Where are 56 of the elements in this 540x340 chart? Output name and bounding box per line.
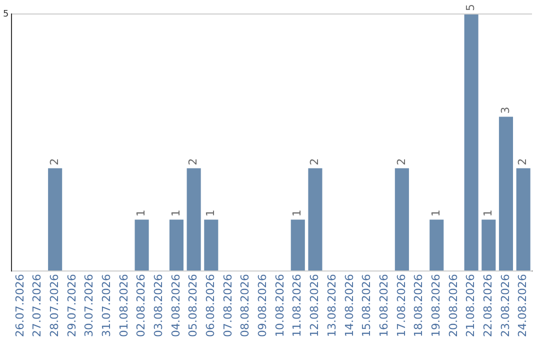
x-tick-label: 11.08.2026 (290, 274, 304, 338)
x-tick-label: 01.08.2026 (117, 274, 130, 338)
data-label: 1 (134, 210, 148, 217)
x-tick-label: 18.08.2026 (412, 274, 426, 338)
x-tick-label: 23.08.2026 (498, 274, 512, 338)
data-label: 1 (429, 210, 442, 217)
data-label: 2 (186, 158, 200, 166)
x-tick-label: 29.07.2026 (65, 274, 78, 338)
x-tick-label: 16.08.2026 (377, 274, 390, 338)
x-tick-label: 15.08.2026 (360, 274, 374, 338)
data-label: 5 (464, 4, 478, 11)
x-tick-label: 28.07.2026 (48, 274, 61, 338)
bar (498, 116, 514, 271)
bar (48, 168, 62, 271)
x-tick-label: 26.07.2026 (13, 274, 26, 338)
data-label: 1 (290, 210, 304, 217)
bar (430, 220, 444, 271)
x-tick-label: 31.07.2026 (100, 274, 113, 338)
data-label: 2 (394, 158, 408, 166)
bar (308, 168, 322, 271)
data-label: 3 (498, 106, 512, 114)
x-tick-label: 24.08.2026 (516, 274, 530, 338)
x-tick-label: 22.08.2026 (482, 274, 495, 338)
x-tick-label: 04.08.2026 (169, 274, 182, 338)
bar (290, 220, 305, 271)
x-tick-label: 07.08.2026 (221, 274, 234, 338)
x-tick-label: 09.08.2026 (256, 274, 270, 338)
x-tick-label: 12.08.2026 (308, 274, 322, 338)
x-tick-label: 17.08.2026 (394, 274, 408, 338)
x-tick-label: 05.08.2026 (186, 274, 200, 338)
x-tick-label: 14.08.2026 (342, 274, 356, 338)
data-label: 2 (516, 158, 530, 166)
x-tick-label: 13.08.2026 (325, 274, 338, 338)
x-tick-label: 30.07.2026 (82, 274, 96, 338)
x-tick-label: 27.07.2026 (30, 274, 44, 338)
bar (204, 220, 218, 271)
x-tick-label: 06.08.2026 (204, 274, 218, 338)
bar (186, 168, 201, 271)
data-label: 1 (169, 210, 182, 217)
x-tick-label: 02.08.2026 (134, 274, 148, 338)
x-tick-label: 08.08.2026 (238, 274, 252, 338)
bar (169, 220, 184, 271)
bar (394, 168, 409, 271)
data-label: 2 (308, 158, 322, 166)
bar (134, 220, 149, 271)
bar (464, 14, 478, 271)
bar (482, 220, 496, 271)
data-label: 2 (48, 158, 61, 166)
data-label: 1 (204, 210, 218, 217)
x-tick-label: 03.08.2026 (152, 274, 165, 338)
x-tick-label: 19.08.2026 (429, 274, 442, 338)
data-label: 1 (482, 210, 495, 217)
bar (516, 168, 530, 271)
x-tick-label: 20.08.2026 (446, 274, 460, 338)
x-tick-label: 10.08.2026 (273, 274, 286, 338)
x-tick-label: 21.08.2026 (464, 274, 478, 338)
